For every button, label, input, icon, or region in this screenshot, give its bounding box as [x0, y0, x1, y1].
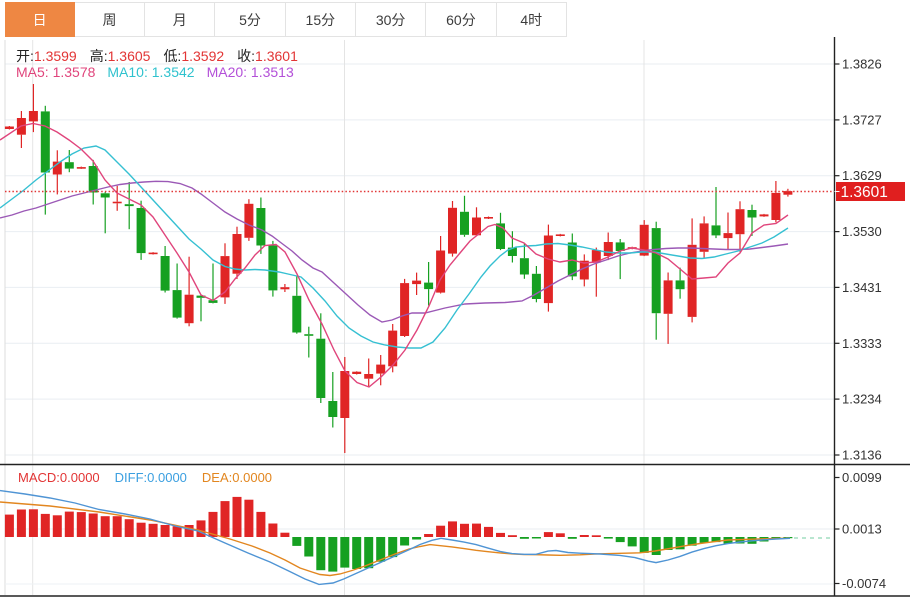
svg-text:0.0013: 0.0013: [842, 522, 882, 537]
svg-text:1.3629: 1.3629: [842, 168, 882, 183]
svg-text:0.0099: 0.0099: [842, 470, 882, 485]
svg-text:1.3136: 1.3136: [842, 448, 882, 463]
svg-text:1.3234: 1.3234: [842, 392, 882, 407]
svg-text:1.3431: 1.3431: [842, 280, 882, 295]
svg-text:1.3826: 1.3826: [842, 57, 882, 72]
svg-text:1.3601: 1.3601: [841, 184, 888, 201]
svg-text:1.3727: 1.3727: [842, 112, 882, 127]
svg-text:1.3333: 1.3333: [842, 336, 882, 351]
svg-text:-0.0074: -0.0074: [842, 576, 886, 591]
svg-text:1.3530: 1.3530: [842, 224, 882, 239]
